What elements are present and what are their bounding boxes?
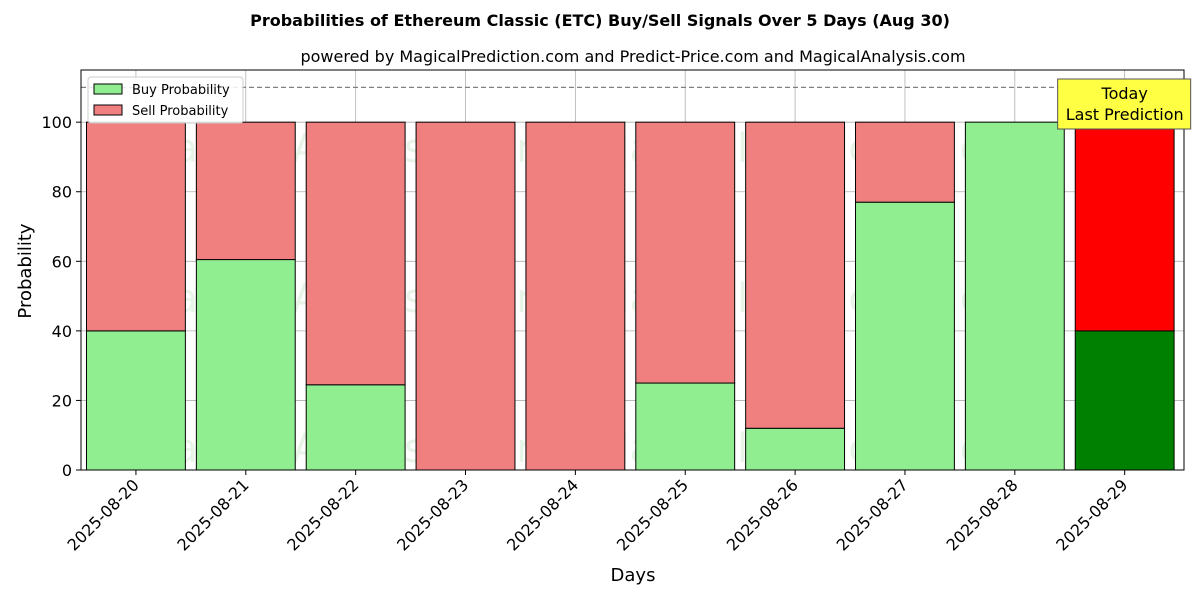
y-axis-label: Probability <box>15 223 36 318</box>
y-tick-label-5: 100 <box>41 113 72 132</box>
bar-buy-2025-08-28 <box>964 121 1065 471</box>
x-tick-label-7: 2025-08-27 <box>833 475 912 554</box>
today-annotation: Today Last Prediction <box>1057 78 1192 130</box>
x-tick-label-9: 2025-08-29 <box>1052 475 1131 554</box>
x-tick-label-3: 2025-08-23 <box>393 475 472 554</box>
x-tick-label-8: 2025-08-28 <box>942 475 1021 554</box>
last-prediction-label: Last Prediction <box>1066 105 1184 124</box>
bar-sell-2025-08-25 <box>635 121 736 384</box>
y-tick-label-1: 20 <box>52 391 72 410</box>
x-axis-label: Days <box>611 565 656 586</box>
legend-swatch-0 <box>93 83 123 95</box>
today-box <box>1057 78 1192 130</box>
bar-sell-2025-08-26 <box>745 121 846 429</box>
bar-buy-2025-08-25 <box>635 382 736 471</box>
x-tick-label-2: 2025-08-22 <box>283 475 362 554</box>
bar-buy-2025-08-21 <box>195 259 296 471</box>
x-tick-label-0: 2025-08-20 <box>64 475 143 554</box>
y-tick-label-0: 0 <box>62 461 72 480</box>
bar-sell-2025-08-24 <box>525 121 626 471</box>
bar-buy-2025-08-29 <box>1074 330 1175 471</box>
bar-buy-2025-08-20 <box>85 330 186 471</box>
bar-buy-2025-08-27 <box>855 201 955 471</box>
y-tick-label-3: 60 <box>52 252 72 271</box>
y-tick-label-4: 80 <box>52 183 72 202</box>
bar-sell-2025-08-22 <box>305 121 406 386</box>
x-tick-label-5: 2025-08-25 <box>613 475 692 554</box>
legend-box <box>87 76 244 124</box>
bar-buy-2025-08-22 <box>305 384 406 471</box>
x-tick-label-6: 2025-08-26 <box>723 475 802 554</box>
legend-swatch-1 <box>93 104 123 116</box>
bar-sell-2025-08-20 <box>85 121 186 332</box>
bar-sell-2025-08-27 <box>855 121 955 203</box>
bar-buy-2025-08-26 <box>745 427 846 471</box>
today-label: Today <box>1101 84 1148 103</box>
plot-frame <box>80 69 1185 471</box>
chart-title: Probabilities of Ethereum Classic (ETC) … <box>250 11 950 30</box>
bar-sell-2025-08-29 <box>1074 121 1175 332</box>
bar-sell-2025-08-21 <box>195 121 296 261</box>
legend: Buy Probability Sell Probability <box>87 76 244 124</box>
chart-subtitle: powered by MagicalPrediction.com and Pre… <box>300 47 965 66</box>
x-tick-label-1: 2025-08-21 <box>173 475 252 554</box>
bar-sell-2025-08-23 <box>415 121 516 471</box>
legend-label-0: Buy Probability <box>132 83 230 98</box>
legend-label-1: Sell Probability <box>132 104 229 119</box>
y-tick-label-2: 40 <box>52 322 72 341</box>
bar-layer <box>81 86 1184 471</box>
x-tick-label-4: 2025-08-24 <box>503 475 582 554</box>
